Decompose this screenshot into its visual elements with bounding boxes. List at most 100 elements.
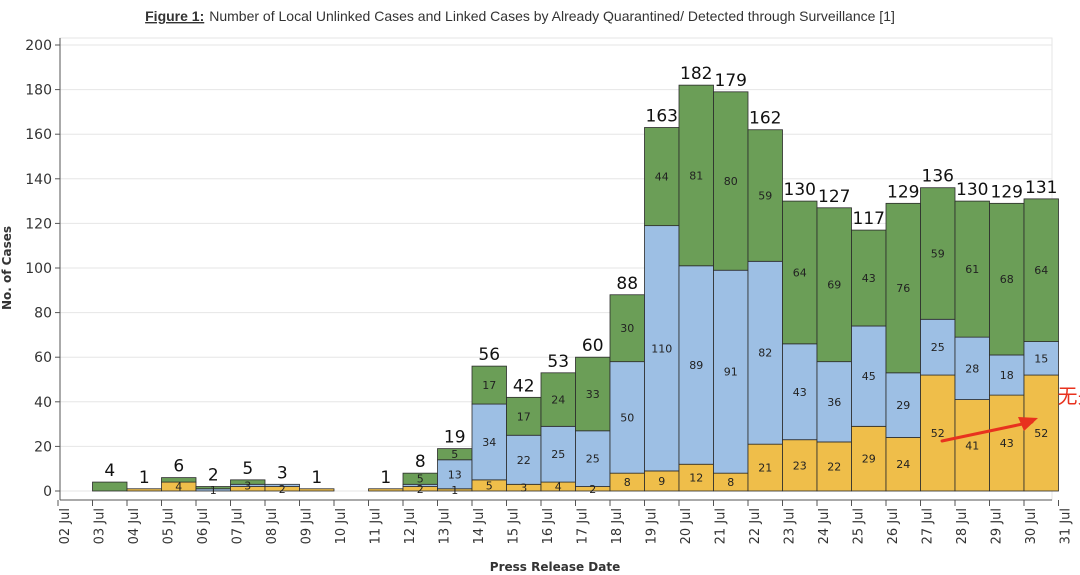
bar-15-2 <box>575 356 611 432</box>
segment-label-17-1: 110 <box>651 342 672 355</box>
segment-label-28-2: 64 <box>1034 264 1048 277</box>
bar-16-1 <box>609 361 645 474</box>
segment-label-19-1: 91 <box>724 366 738 379</box>
bar-28-2 <box>1023 198 1059 342</box>
total-label-13: 42 <box>513 376 535 396</box>
bar-5-2 <box>230 479 266 485</box>
segment-label-12-1: 34 <box>482 436 496 449</box>
segment-label-20-2: 59 <box>758 190 772 203</box>
segment-label-15-1: 25 <box>586 453 600 466</box>
total-label-23: 117 <box>853 209 885 229</box>
segment-label-5-1: 3 <box>244 479 251 492</box>
chart-title-prefix: Figure 1: <box>145 8 204 24</box>
bar-13-1 <box>506 434 542 485</box>
bar-17-2 <box>644 127 680 227</box>
total-label-11: 19 <box>444 428 466 448</box>
segment-label-15-0: 2 <box>589 483 596 496</box>
total-label-22: 127 <box>818 187 850 207</box>
annotation-arrow-shaft <box>940 420 1034 443</box>
segment-label-26-1: 28 <box>965 362 979 375</box>
segment-label-23-2: 43 <box>862 272 876 285</box>
bar-20-1 <box>747 260 783 445</box>
xtick-label-2: 04 Jul <box>127 508 142 544</box>
bar-26-0 <box>954 399 990 492</box>
bar-23-2 <box>851 229 887 327</box>
segment-label-24-2: 76 <box>896 282 910 295</box>
segment-label-11-0: 1 <box>451 484 458 497</box>
ytick-label-100: 100 <box>25 261 52 277</box>
segment-label-22-2: 69 <box>827 279 841 292</box>
xtick-label-4: 06 Jul <box>196 508 211 544</box>
bar-7-0 <box>299 488 335 492</box>
chart-title: Figure 1: Number of Local Unlinked Cases … <box>145 8 895 24</box>
bar-17-1 <box>644 225 680 472</box>
segment-label-21-1: 43 <box>793 386 807 399</box>
xtick-label-20: 22 Jul <box>748 508 763 544</box>
total-label-16: 88 <box>616 274 638 294</box>
xtick-label-26: 28 Jul <box>955 508 970 544</box>
total-label-4: 2 <box>208 466 219 486</box>
xtick-label-28: 30 Jul <box>1024 508 1039 544</box>
xtick-label-19: 21 Jul <box>714 508 729 544</box>
xtick-label-18: 20 Jul <box>679 508 694 544</box>
segment-label-21-2: 64 <box>793 266 807 279</box>
segment-label-15-2: 33 <box>586 388 600 401</box>
segment-label-12-2: 17 <box>482 379 496 392</box>
bar-24-0 <box>885 437 921 492</box>
total-label-3: 6 <box>173 457 184 477</box>
xtick-label-8: 10 Jul <box>334 508 349 544</box>
ytick-label-60: 60 <box>34 350 52 366</box>
bar-2-0 <box>126 488 162 492</box>
bar-25-2 <box>920 187 956 320</box>
total-label-24: 129 <box>887 182 919 202</box>
bar-24-1 <box>885 372 921 438</box>
segment-label-24-0: 24 <box>896 458 910 471</box>
total-label-25: 136 <box>922 167 954 187</box>
segment-label-10-0: 2 <box>417 483 424 496</box>
xtick-label-17: 19 Jul <box>645 508 660 544</box>
ytick-label-40: 40 <box>34 395 52 411</box>
segment-label-26-0: 41 <box>965 439 979 452</box>
segment-label-20-0: 21 <box>758 462 772 475</box>
segment-label-23-0: 29 <box>862 453 876 466</box>
bar-12-2 <box>471 365 507 405</box>
bar-3-2 <box>161 477 197 483</box>
bar-15-1 <box>575 430 611 487</box>
segment-label-18-0: 12 <box>689 472 703 485</box>
total-label-1: 4 <box>104 461 115 481</box>
segment-label-16-2: 30 <box>620 322 634 335</box>
segment-label-10-2: 5 <box>417 473 424 486</box>
xtick-label-14: 16 Jul <box>541 508 556 544</box>
bar-19-2 <box>713 91 749 271</box>
total-label-21: 130 <box>784 180 816 200</box>
total-label-14: 53 <box>547 352 569 372</box>
segment-label-25-2: 59 <box>931 248 945 261</box>
bar-6-1 <box>264 483 300 487</box>
bar-26-1 <box>954 336 990 400</box>
bar-20-2 <box>747 129 783 262</box>
bar-28-1 <box>1023 341 1059 376</box>
ytick-label-120: 120 <box>25 216 52 232</box>
ytick-label-180: 180 <box>25 83 52 99</box>
segment-label-18-1: 89 <box>689 359 703 372</box>
ytick-label-160: 160 <box>25 127 52 143</box>
xtick-label-10: 12 Jul <box>403 508 418 544</box>
segment-labels: 4 1 3 2 251135534173221742524225338503091104… <box>175 169 1048 496</box>
bar-13-2 <box>506 396 542 436</box>
ytick-label-140: 140 <box>25 172 52 188</box>
segment-label-24-1: 29 <box>896 399 910 412</box>
total-label-15: 60 <box>582 336 604 356</box>
ytick-label-80: 80 <box>34 306 52 322</box>
xtick-label-24: 26 Jul <box>886 508 901 544</box>
xtick-label-16: 18 Jul <box>610 508 625 544</box>
xtick-label-15: 17 Jul <box>576 508 591 544</box>
xtick-label-25: 27 Jul <box>921 508 936 544</box>
xtick-label-7: 09 Jul <box>300 508 315 544</box>
bar-19-1 <box>713 269 749 474</box>
segment-label-17-2: 44 <box>655 171 669 184</box>
total-label-17: 163 <box>646 107 678 127</box>
segment-label-12-0: 5 <box>486 479 493 492</box>
annotation: 无关联 <box>940 384 1080 443</box>
bar-1-2 <box>92 481 128 492</box>
segment-label-11-2: 5 <box>451 448 458 461</box>
